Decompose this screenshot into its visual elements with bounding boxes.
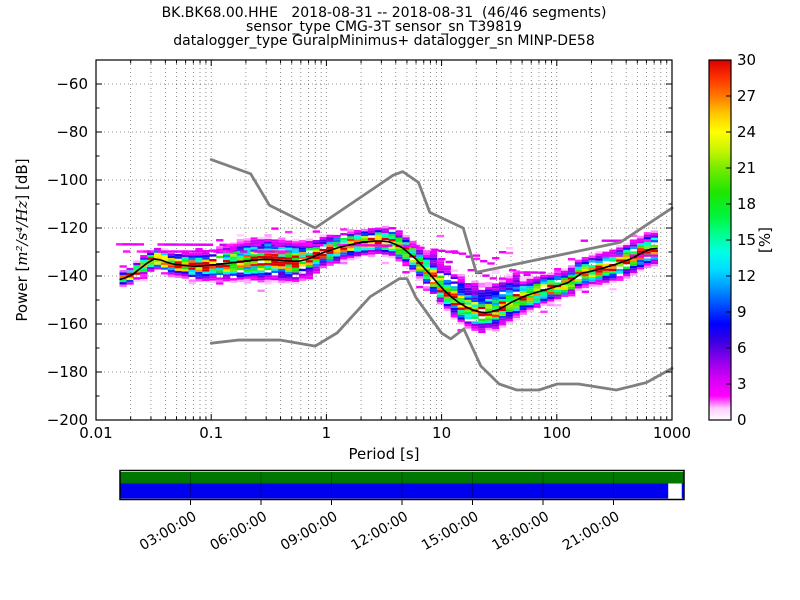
- colorbar-tick-label: 6: [737, 339, 747, 357]
- colorbar-tick-labels: 0 3 6 9 12 15 18 21 24 27 30: [737, 51, 756, 429]
- time-coverage-bar: [119, 469, 685, 505]
- x-axis-label: Period [s]: [348, 445, 419, 463]
- x-tick-label: 10: [432, 424, 451, 442]
- time-tick-label: 06:00:00: [208, 509, 270, 554]
- y-tick-label: −120: [47, 219, 88, 237]
- colorbar-tick-label: 27: [737, 87, 756, 105]
- x-tick-label: 0.01: [79, 424, 112, 442]
- colorbar-tick-label: 12: [737, 267, 756, 285]
- peterson-noise-model-lines: [209, 158, 674, 392]
- time-tick-labels: 03:00:00 06:00:00 09:00:00 12:00:00 15:00:00…: [137, 509, 622, 554]
- title-line-3: datalogger_type GuralpMinimus+ datalogge…: [173, 33, 594, 49]
- ppsd-outlier-lines: [116, 239, 659, 280]
- y-tick-label: −140: [47, 267, 88, 285]
- y-tick-label: −80: [56, 123, 88, 141]
- y-tick-label: −60: [56, 75, 88, 93]
- y-tick-label: −100: [47, 171, 88, 189]
- y-tick-labels: −60 −80 −100 −120 −140 −160 −180 −200: [47, 75, 88, 429]
- y-tick-label: −160: [47, 315, 88, 333]
- time-tick-label: 03:00:00: [137, 509, 199, 554]
- colorbar-ticks: [726, 59, 731, 421]
- y-tick-label: −180: [47, 363, 88, 381]
- time-tick-label: 15:00:00: [419, 509, 481, 554]
- colorbar-tick-label: 24: [737, 123, 756, 141]
- coverage-blue-bar: [120, 483, 684, 499]
- y-axis-label: Power [m²/s⁴/Hz] [dB]: [13, 158, 31, 321]
- axis-ticks: [95, 60, 673, 421]
- colorbar-label: [%]: [756, 227, 774, 253]
- x-tick-label: 1000: [653, 424, 691, 442]
- colorbar-tick-label: 15: [737, 231, 756, 249]
- colorbar: 0 3 6 9 12 15 18 21 24 27 30 [%]: [708, 51, 774, 429]
- coverage-gap: [668, 483, 682, 499]
- time-tick-label: 18:00:00: [490, 509, 552, 554]
- x-tick-labels: 0.01 0.1 1 10 100 1000: [79, 424, 691, 442]
- colorbar-tick-label: 30: [737, 51, 756, 69]
- axes-frame: [95, 59, 673, 421]
- x-tick-label: 0.1: [199, 424, 223, 442]
- coverage-green-bar: [120, 472, 684, 484]
- time-tick-label: 12:00:00: [349, 509, 411, 554]
- time-tick-label: 21:00:00: [560, 509, 622, 554]
- colorbar-tick-label: 18: [737, 195, 756, 213]
- colorbar-tick-label: 21: [737, 159, 756, 177]
- title-line-1: BK.BK68.00.HHE 2018-08-31 -- 2018-08-31 …: [162, 5, 607, 21]
- x-tick-label: 1: [322, 424, 332, 442]
- y-tick-label: −200: [47, 411, 88, 429]
- time-tick-label: 09:00:00: [278, 509, 340, 554]
- colorbar-tick-label: 9: [737, 303, 747, 321]
- colorbar-tick-label: 0: [737, 411, 747, 429]
- title-line-2: sensor_type CMG-3T sensor_sn T39819: [246, 19, 522, 35]
- x-tick-label: 100: [542, 424, 571, 442]
- ppsd-mode-line: [119, 240, 658, 314]
- colorbar-tick-label: 3: [737, 375, 747, 393]
